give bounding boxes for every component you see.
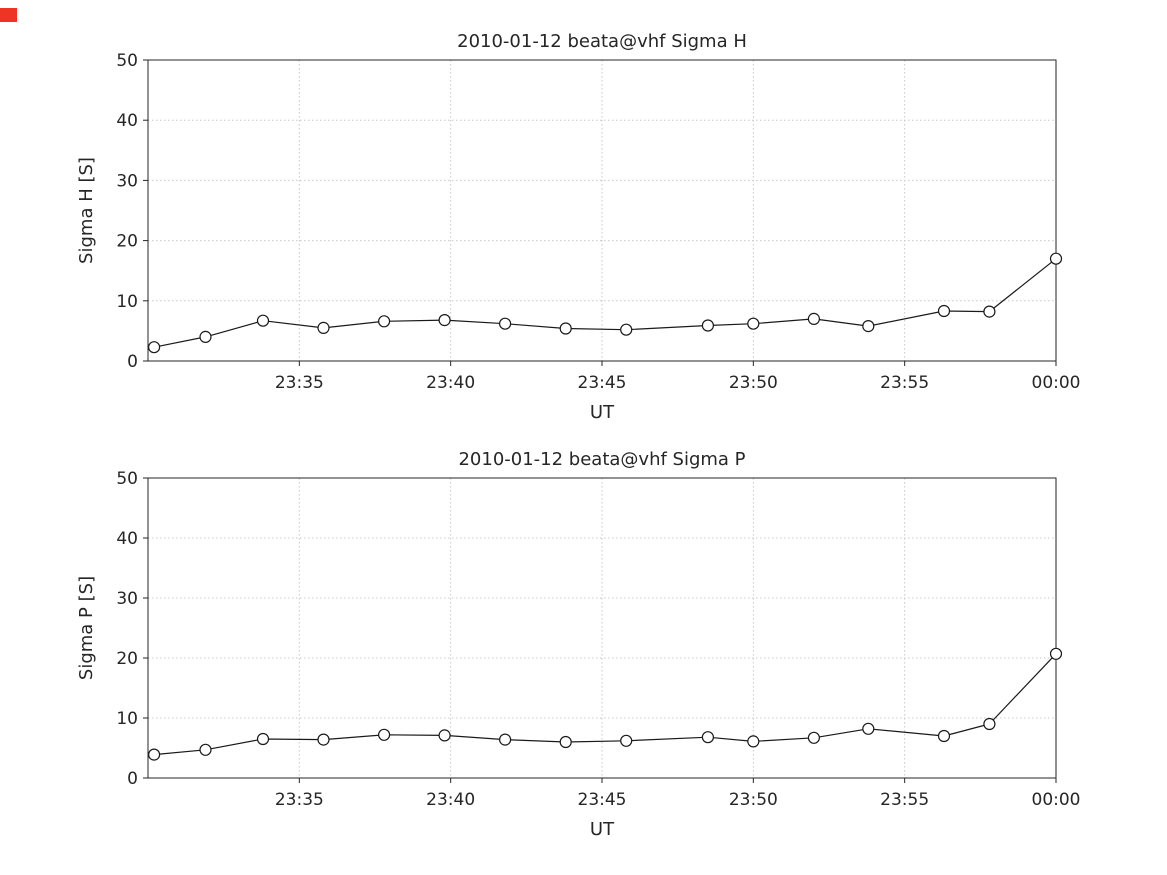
data-point-marker <box>438 314 451 327</box>
x-tick-label: 23:55 <box>880 790 929 810</box>
y-axis-label: Sigma H [S] <box>76 157 97 264</box>
data-point-marker <box>148 748 161 761</box>
x-tick-label: 23:50 <box>729 790 778 810</box>
data-point-marker <box>199 743 212 756</box>
data-point-marker <box>862 722 875 735</box>
y-tick-label: 40 <box>116 111 138 131</box>
y-tick-label: 10 <box>116 292 138 312</box>
data-point-marker <box>256 314 270 327</box>
data-point-marker <box>747 317 760 330</box>
data-point-marker <box>199 330 212 343</box>
data-point-marker <box>983 717 996 731</box>
x-tick-label: 23:40 <box>426 373 475 393</box>
x-tick-label: 23:40 <box>426 790 475 810</box>
y-tick-label: 20 <box>116 649 138 669</box>
y-tick-label: 0 <box>127 352 138 372</box>
y-tick-label: 0 <box>127 769 138 789</box>
data-line <box>153 258 1057 348</box>
red-indicator <box>0 8 17 22</box>
chart-title: 2010-01-12 beata@vhf Sigma H <box>457 31 747 52</box>
data-point-marker <box>378 315 391 328</box>
data-point-marker <box>807 731 821 744</box>
data-point-marker <box>256 732 270 746</box>
data-point-marker <box>620 323 633 336</box>
data-point-marker <box>438 729 451 742</box>
data-point-marker <box>317 321 330 334</box>
data-line <box>154 653 1057 756</box>
data-point-marker <box>559 322 572 335</box>
data-point-marker <box>559 735 572 749</box>
data-point-marker <box>1049 647 1063 660</box>
data-point-marker <box>701 319 715 332</box>
y-tick-label: 50 <box>116 51 138 71</box>
data-point-marker <box>862 320 875 333</box>
x-tick-label: 23:45 <box>578 373 627 393</box>
x-axis-label: UT <box>590 402 615 423</box>
x-tick-label: 00:00 <box>1032 373 1081 393</box>
data-point-marker <box>747 735 760 748</box>
data-point-marker <box>499 733 512 746</box>
y-tick-label: 20 <box>116 232 138 252</box>
y-tick-label: 10 <box>116 709 138 729</box>
y-tick-label: 50 <box>116 469 138 489</box>
data-point-marker <box>499 317 512 330</box>
y-tick-label: 30 <box>116 171 138 191</box>
chart-panel-0: 23:35 23:40 23:45 23:50 23:55 00:00 0 10 20 30 40 5… <box>76 31 1081 423</box>
x-axis-label: UT <box>590 819 615 840</box>
x-tick-label: 23:35 <box>275 373 324 393</box>
data-point-marker <box>148 341 161 354</box>
x-tick-label: 23:45 <box>578 790 627 810</box>
data-point-marker <box>620 734 633 747</box>
data-point-marker <box>1049 252 1063 265</box>
data-point-marker <box>937 729 951 743</box>
data-point-marker <box>807 312 821 325</box>
data-point-marker <box>937 304 951 318</box>
y-tick-label: 40 <box>116 529 138 549</box>
data-point-marker <box>983 305 996 318</box>
y-axis-label: Sigma P [S] <box>76 576 97 680</box>
x-tick-label: 23:55 <box>880 373 929 393</box>
y-tick-label: 30 <box>116 589 138 609</box>
x-tick-label: 00:00 <box>1032 790 1081 810</box>
chart-panel-1: 23:35 23:40 23:45 23:50 23:55 00:00 0 10 20 30 40 5… <box>76 449 1081 840</box>
chart-title: 2010-01-12 beata@vhf Sigma P <box>458 449 745 470</box>
x-tick-label: 23:50 <box>729 373 778 393</box>
x-tick-label: 23:35 <box>275 790 324 810</box>
data-point-marker <box>378 728 391 741</box>
data-point-marker <box>701 731 715 744</box>
data-point-marker <box>317 733 330 746</box>
